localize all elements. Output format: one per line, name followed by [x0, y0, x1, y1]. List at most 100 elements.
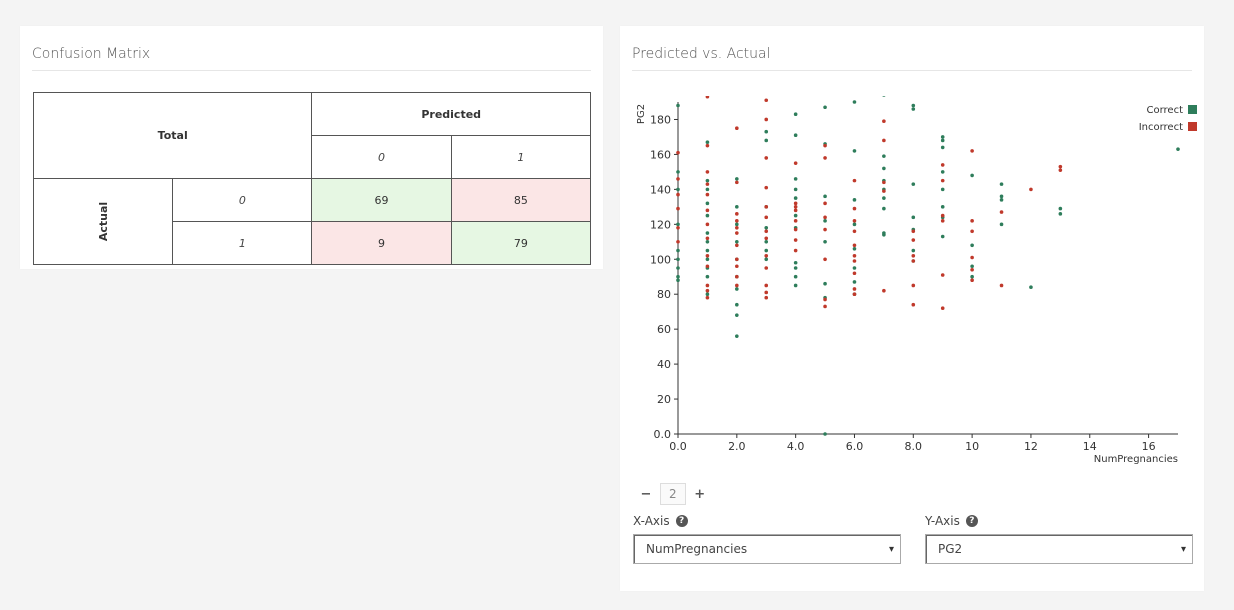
data-point — [676, 274, 680, 279]
cell-0-0: 69 — [311, 178, 452, 222]
data-point — [705, 96, 710, 99]
data-point — [764, 156, 769, 160]
data-point — [793, 201, 798, 206]
scatter-panel: Predicted vs. Actual 0.0 20 40 60 80 100 120 14… — [620, 26, 1204, 591]
data-point — [764, 253, 769, 258]
data-point — [793, 219, 798, 223]
data-point — [793, 227, 798, 232]
data-point — [764, 226, 769, 230]
data-point — [705, 253, 710, 258]
data-point — [735, 239, 739, 244]
data-point — [823, 257, 827, 262]
data-point — [793, 205, 798, 209]
data-point — [735, 287, 739, 291]
actual-class-0: 0 — [172, 178, 313, 222]
x-tick-label: 2.0 — [728, 440, 746, 453]
data-point — [676, 150, 680, 155]
data-point — [940, 170, 945, 174]
x-tick-label: 10 — [965, 440, 979, 453]
data-point — [823, 143, 827, 148]
data-point — [705, 178, 710, 183]
data-point — [793, 213, 798, 218]
data-point — [676, 257, 680, 262]
data-point — [1029, 187, 1033, 192]
data-point — [764, 283, 769, 288]
data-point — [793, 248, 798, 253]
actual-header: Actual — [32, 178, 174, 265]
actual-label: Actual — [96, 201, 110, 242]
x-axis-select[interactable]: NumPregnancies ▾ — [633, 534, 901, 564]
zoom-minus-button[interactable]: − — [640, 486, 652, 502]
data-point — [852, 243, 857, 248]
data-point — [705, 187, 710, 192]
data-point — [793, 196, 798, 200]
data-point — [940, 135, 945, 139]
data-point — [823, 156, 827, 160]
data-point — [970, 173, 974, 178]
data-point — [1029, 285, 1033, 290]
help-icon[interactable]: ? — [675, 515, 688, 527]
data-point — [793, 238, 798, 242]
data-point — [764, 290, 769, 295]
data-point — [764, 239, 769, 244]
legend-label: Incorrect — [1139, 122, 1183, 133]
data-point — [676, 177, 680, 181]
data-point — [999, 283, 1004, 288]
data-point — [705, 288, 710, 293]
data-point — [735, 334, 739, 338]
data-point — [735, 180, 739, 185]
data-point — [705, 283, 710, 288]
data-point — [705, 295, 710, 300]
data-point — [999, 210, 1004, 214]
actual-class-1: 1 — [172, 221, 313, 265]
data-point — [882, 233, 886, 237]
data-point — [705, 143, 710, 148]
x-tick-label: 0.0 — [669, 440, 687, 453]
scatter-plot[interactable]: 0.0 20 40 60 80 100 120 140 160 180 0.0 2.0 4.0 6.0 8.… — [620, 96, 1204, 476]
data-point — [735, 283, 739, 288]
data-point — [823, 239, 827, 244]
confusion-matrix-table: Total Predicted 0 1 Actual 0 69 85 1 9 7… — [32, 92, 592, 265]
legend-swatch — [1188, 122, 1197, 131]
data-point — [940, 187, 945, 192]
data-point — [940, 205, 945, 209]
data-point — [882, 196, 886, 200]
data-point — [852, 219, 857, 223]
data-point — [705, 170, 710, 174]
data-point — [940, 138, 945, 143]
data-point — [852, 287, 857, 291]
data-point — [735, 219, 739, 223]
legend-swatch — [1188, 105, 1197, 114]
data-point — [970, 149, 974, 153]
x-axis-group: X-Axis ? NumPregnancies ▾ — [633, 514, 901, 564]
data-point — [705, 192, 710, 197]
y-tick-label: 160 — [650, 148, 671, 161]
data-point — [852, 198, 857, 202]
data-point — [676, 192, 680, 197]
data-point — [735, 177, 739, 181]
y-axis-select[interactable]: PG2 ▾ — [925, 534, 1193, 564]
data-point — [793, 274, 798, 279]
help-icon[interactable]: ? — [965, 515, 978, 527]
data-point — [823, 215, 827, 220]
data-point — [852, 178, 857, 183]
data-point — [823, 219, 827, 223]
data-point — [911, 229, 916, 234]
data-point — [705, 239, 710, 244]
cell-0-1: 85 — [450, 178, 592, 222]
data-point — [882, 96, 886, 97]
y-axis-group: Y-Axis ? PG2 ▾ — [925, 514, 1193, 564]
data-point — [940, 234, 945, 239]
data-point — [793, 177, 798, 181]
data-point — [793, 260, 798, 265]
data-point — [735, 302, 739, 307]
data-point — [911, 215, 916, 220]
data-point — [852, 271, 857, 276]
data-point — [764, 248, 769, 253]
zoom-plus-button[interactable]: + — [694, 486, 706, 502]
data-point — [735, 222, 739, 227]
data-point — [764, 266, 769, 270]
y-tick-label: 80 — [657, 288, 671, 301]
data-point — [911, 238, 916, 242]
data-point — [793, 283, 798, 288]
